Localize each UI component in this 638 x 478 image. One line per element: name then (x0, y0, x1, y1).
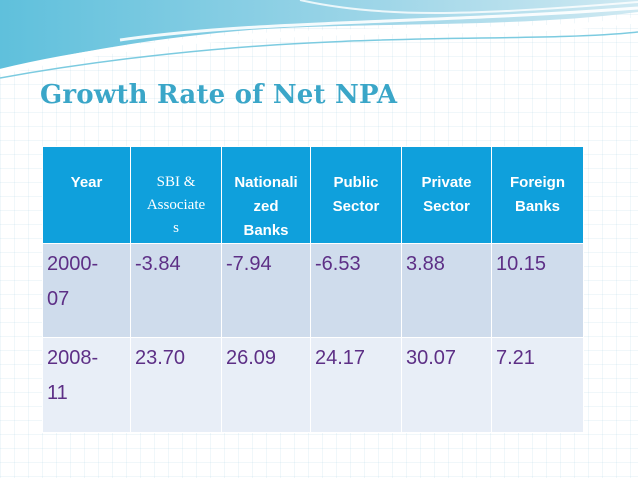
header-year-label: Year (70, 174, 103, 191)
cell-private: 3.88 (401, 243, 492, 338)
header-sbi-line-2: Associate (146, 197, 206, 213)
cell-nationalized: 26.09 (221, 337, 311, 433)
header-public-sector: Public Sector (310, 146, 402, 244)
slide-title: Growth Rate of Net NPA (40, 80, 398, 110)
header-public-line-2: Sector (332, 198, 380, 215)
header-year: Year (42, 146, 131, 244)
cell-year-line-1: 2008- (47, 347, 99, 369)
header-nationalized-line-1: Nationali (234, 174, 298, 191)
header-private-sector: Private Sector (401, 146, 492, 244)
header-nationalized-line-3: Banks (243, 222, 289, 239)
header-public-line-1: Public (333, 174, 379, 191)
cell-foreign: 7.21 (491, 337, 584, 433)
cell-year: 2000- 07 (42, 243, 131, 338)
npa-growth-table: Year SBI & Associate s Nationali zed Ban… (42, 146, 584, 433)
header-nationalized-banks: Nationali zed Banks (221, 146, 311, 244)
header-sbi-associates: SBI & Associate s (130, 146, 222, 244)
cell-year: 2008- 11 (42, 337, 131, 433)
header-foreign-banks: Foreign Banks (491, 146, 584, 244)
cell-year-line-1: 2000- (47, 253, 99, 275)
cell-sbi: -3.84 (130, 243, 222, 338)
table-header-row: Year SBI & Associate s Nationali zed Ban… (42, 146, 584, 244)
header-foreign-line-1: Foreign (510, 174, 565, 191)
header-sbi-line-3: s (173, 220, 179, 236)
cell-year-line-2: 11 (47, 382, 68, 404)
header-private-line-1: Private (421, 174, 472, 191)
header-nationalized-line-2: zed (253, 198, 279, 215)
cell-sbi: 23.70 (130, 337, 222, 433)
cell-foreign: 10.15 (491, 243, 584, 338)
cell-public: 24.17 (310, 337, 402, 433)
header-private-line-2: Sector (423, 198, 470, 215)
header-foreign-line-2: Banks (514, 198, 561, 215)
cell-private: 30.07 (401, 337, 492, 433)
header-sbi-line-1: SBI & (156, 174, 196, 190)
cell-year-line-2: 07 (47, 288, 70, 310)
cell-nationalized: -7.94 (221, 243, 311, 338)
table-row: 2000- 07 -3.84 -7.94 -6.53 3.88 10.15 (42, 243, 584, 338)
decorative-wave-header (0, 0, 638, 79)
cell-public: -6.53 (310, 243, 402, 338)
table-row: 2008- 11 23.70 26.09 24.17 30.07 7.21 (42, 337, 584, 433)
